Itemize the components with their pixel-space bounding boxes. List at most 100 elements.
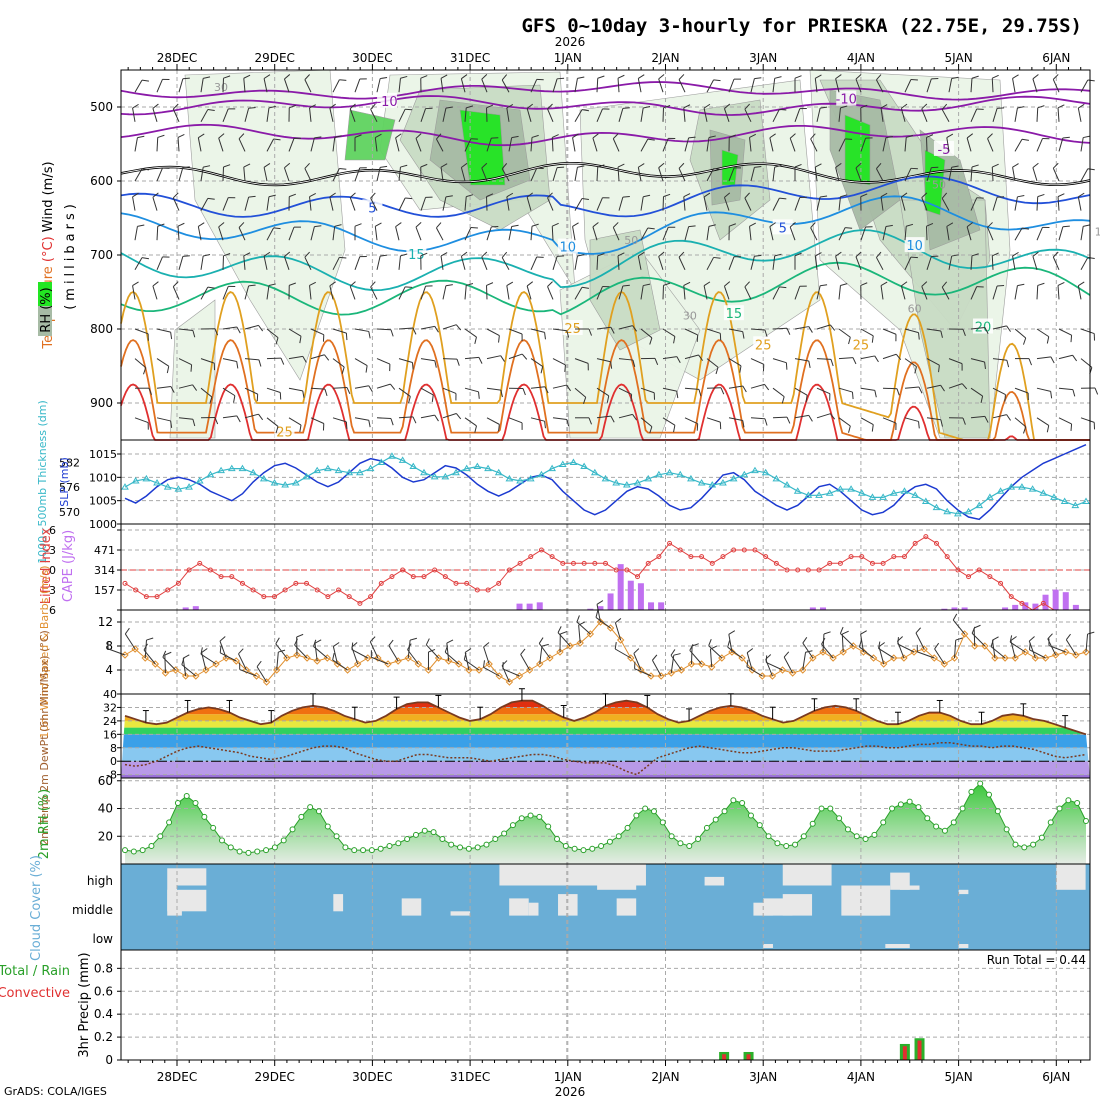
temp-tick-label: 40 bbox=[103, 688, 117, 701]
thickness-marker bbox=[1028, 485, 1037, 492]
cloud-clear bbox=[1056, 864, 1086, 890]
rh-marker bbox=[950, 819, 957, 826]
wind-barb bbox=[156, 358, 170, 367]
wind-barb bbox=[662, 138, 669, 152]
lifted-index-marker bbox=[773, 560, 779, 566]
wind-barb bbox=[794, 387, 808, 396]
wind-speed-marker bbox=[485, 660, 493, 668]
wind-barb-flag bbox=[1004, 394, 1006, 402]
lifted-index-marker bbox=[934, 540, 940, 546]
wind-barb bbox=[772, 416, 788, 419]
wind-barb bbox=[263, 167, 268, 182]
wind-barb bbox=[835, 256, 840, 270]
wind-barb bbox=[464, 387, 479, 393]
wind-barb bbox=[941, 286, 950, 300]
wind-barb bbox=[678, 256, 686, 271]
wind-barb-flag bbox=[203, 253, 211, 257]
li-tick-label: -6 bbox=[45, 524, 56, 537]
wind-barb-10m bbox=[200, 653, 217, 665]
lifted-index-marker bbox=[250, 587, 256, 593]
lifted-index-marker bbox=[581, 560, 587, 566]
isotherm-line bbox=[120, 95, 1091, 116]
wind-barb bbox=[662, 417, 676, 426]
wind-barb bbox=[501, 257, 510, 271]
wind-barb-flag bbox=[808, 326, 813, 333]
wind-barb-flag bbox=[1032, 251, 1039, 257]
year-top: 2026 bbox=[555, 35, 586, 49]
thickness-marker bbox=[366, 464, 375, 472]
thickness-marker bbox=[163, 483, 172, 490]
thickness-marker bbox=[932, 503, 941, 511]
wind-barb-flag bbox=[152, 192, 159, 198]
label-bg bbox=[850, 336, 871, 352]
wind-barb bbox=[547, 197, 554, 211]
y-tick-label: 0.4 bbox=[94, 1007, 113, 1021]
wind-barb-flag bbox=[643, 194, 651, 198]
wind-barb bbox=[970, 358, 985, 363]
wind-barb-flag bbox=[1052, 251, 1059, 258]
wind-barb-flag bbox=[365, 365, 368, 373]
wind-barb bbox=[948, 78, 953, 93]
rh-marker bbox=[730, 797, 737, 804]
wind-barb bbox=[288, 226, 295, 241]
label-bg bbox=[772, 219, 793, 235]
wind-barb-flag bbox=[764, 418, 768, 426]
isotherm-label: -5 bbox=[937, 143, 950, 158]
thickness-marker bbox=[526, 474, 535, 482]
wind-barb-flag bbox=[845, 138, 853, 140]
wind-barb-flag bbox=[688, 225, 696, 228]
wind-barb-flag bbox=[380, 165, 388, 168]
wind-speed-marker bbox=[1011, 654, 1019, 662]
wind-barb bbox=[329, 196, 334, 211]
rh-marker bbox=[562, 842, 569, 849]
wind-speed-marker bbox=[171, 666, 180, 674]
wind-barb-10m-flag bbox=[691, 643, 699, 647]
wind-barb-flag bbox=[170, 386, 175, 393]
wind-barb bbox=[552, 167, 558, 182]
wind-barb bbox=[460, 78, 466, 93]
wind-barb-flag bbox=[597, 75, 605, 79]
wind-barb-flag bbox=[992, 74, 999, 79]
wind-speed-marker bbox=[414, 660, 423, 668]
wind-barb bbox=[814, 255, 818, 270]
wind-barb bbox=[596, 197, 603, 211]
wind-barb bbox=[132, 107, 136, 122]
wind-barb bbox=[618, 358, 633, 361]
wind-barb-flag bbox=[526, 281, 534, 287]
wind-barb bbox=[658, 78, 664, 93]
wind-barb-flag bbox=[132, 281, 139, 287]
wind-barb-flag bbox=[368, 331, 371, 339]
wind-barb bbox=[772, 255, 776, 270]
wind-speed-marker bbox=[809, 654, 817, 662]
wind-barb bbox=[572, 137, 576, 152]
lifted-index-marker bbox=[645, 560, 651, 566]
wind-speed-marker bbox=[859, 648, 868, 656]
wind-barb bbox=[926, 384, 941, 389]
wind-barb bbox=[574, 78, 578, 93]
lifted-index-marker bbox=[784, 567, 790, 573]
rh-marker bbox=[1003, 826, 1010, 833]
wind-barb bbox=[283, 167, 290, 182]
temp-tick-label: 24 bbox=[103, 715, 117, 728]
wind-barb-flag bbox=[610, 327, 615, 334]
wind-barb-flag bbox=[455, 413, 462, 420]
wind-barb-flag bbox=[408, 396, 411, 404]
ylabel-wind: Wind bbox=[41, 200, 56, 233]
wind-speed-marker bbox=[293, 651, 301, 659]
wind-barb-flag bbox=[632, 325, 638, 332]
wind-barb-flag bbox=[678, 162, 685, 169]
wind-barb-flag bbox=[984, 327, 989, 334]
thickness-marker bbox=[569, 458, 578, 465]
wind-barb bbox=[703, 196, 708, 211]
wind-barb bbox=[728, 385, 743, 389]
thickness-marker bbox=[697, 479, 706, 486]
rh-marker bbox=[580, 847, 587, 854]
cloud-low-gap bbox=[885, 944, 910, 948]
lifted-index-marker bbox=[859, 554, 865, 560]
wind-barb-flag bbox=[400, 75, 408, 79]
wind-barb-flag bbox=[368, 420, 371, 428]
thickness-marker bbox=[633, 479, 642, 486]
cape-bar bbox=[627, 580, 634, 610]
wind-barb bbox=[244, 285, 250, 300]
